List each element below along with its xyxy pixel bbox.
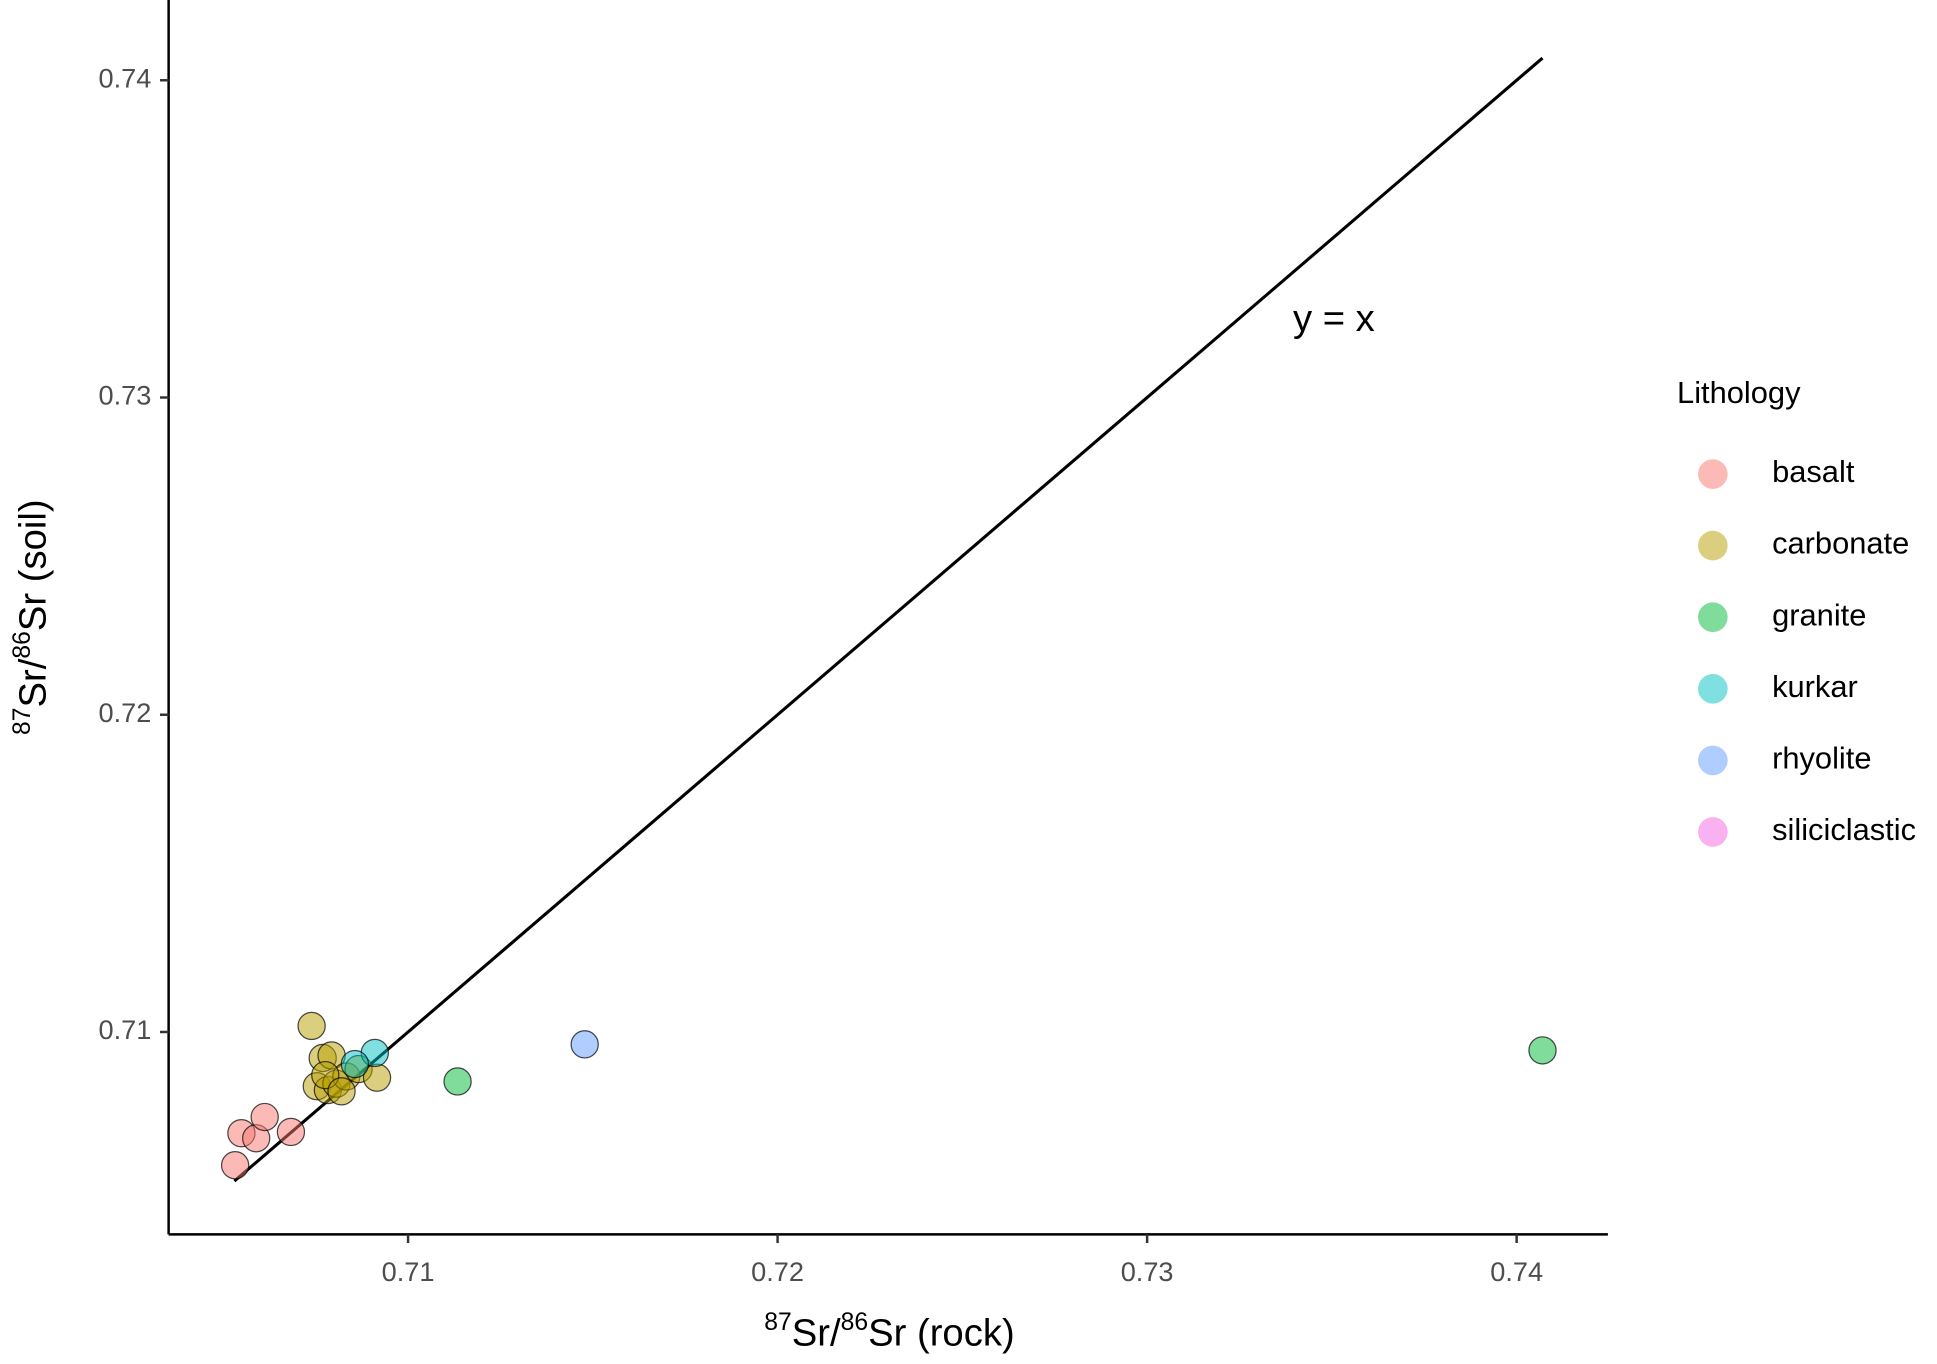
legend-label: granite <box>1772 597 1866 632</box>
x-title-part: Sr/ <box>792 1312 841 1355</box>
legend-title: Lithology <box>1677 375 1801 410</box>
legend-swatch <box>1698 530 1728 561</box>
superscript: 87 <box>764 1309 791 1336</box>
point <box>327 1077 356 1106</box>
identity-line <box>233 56 1544 1183</box>
point <box>443 1067 472 1096</box>
legend-swatch <box>1698 602 1728 633</box>
y-tick-label: 0.74 <box>99 62 152 93</box>
y-axis-title: 87Sr/86Sr (soil) <box>8 499 54 735</box>
point <box>1528 1036 1557 1065</box>
line-annotation: y = x <box>1293 297 1375 340</box>
x-title-part: Sr (rock) <box>868 1312 1015 1355</box>
legend-label: basalt <box>1772 454 1855 489</box>
legend-swatch <box>1698 745 1728 776</box>
point <box>297 1011 326 1041</box>
legend-label: siliciclastic <box>1772 812 1916 847</box>
legend-swatch <box>1698 459 1728 489</box>
x-tick-label: 0.72 <box>751 1256 804 1287</box>
point <box>276 1117 306 1147</box>
y-tick-label: 0.73 <box>99 380 152 411</box>
point <box>250 1102 279 1132</box>
legend-label: kurkar <box>1772 669 1858 704</box>
y-tick-label: 0.72 <box>99 697 152 728</box>
superscript: 86 <box>8 631 35 658</box>
superscript: 86 <box>841 1309 868 1336</box>
point <box>340 1049 370 1079</box>
x-axis-title: 87Sr/86Sr (rock) <box>764 1309 1014 1355</box>
y-title-part: Sr (soil) <box>11 499 54 631</box>
y-tick-label: 0.71 <box>99 1014 152 1045</box>
x-tick-label: 0.73 <box>1121 1256 1174 1287</box>
point <box>570 1030 599 1059</box>
legend-label: carbonate <box>1772 526 1909 561</box>
y-title-part: Sr/ <box>11 658 54 707</box>
legend-swatch <box>1698 817 1728 847</box>
legend-label: rhyolite <box>1772 741 1871 776</box>
point <box>220 1151 250 1180</box>
x-tick-label: 0.71 <box>382 1256 435 1287</box>
x-tick-label: 0.74 <box>1490 1256 1543 1287</box>
superscript: 87 <box>8 708 35 735</box>
legend-swatch <box>1698 673 1728 704</box>
